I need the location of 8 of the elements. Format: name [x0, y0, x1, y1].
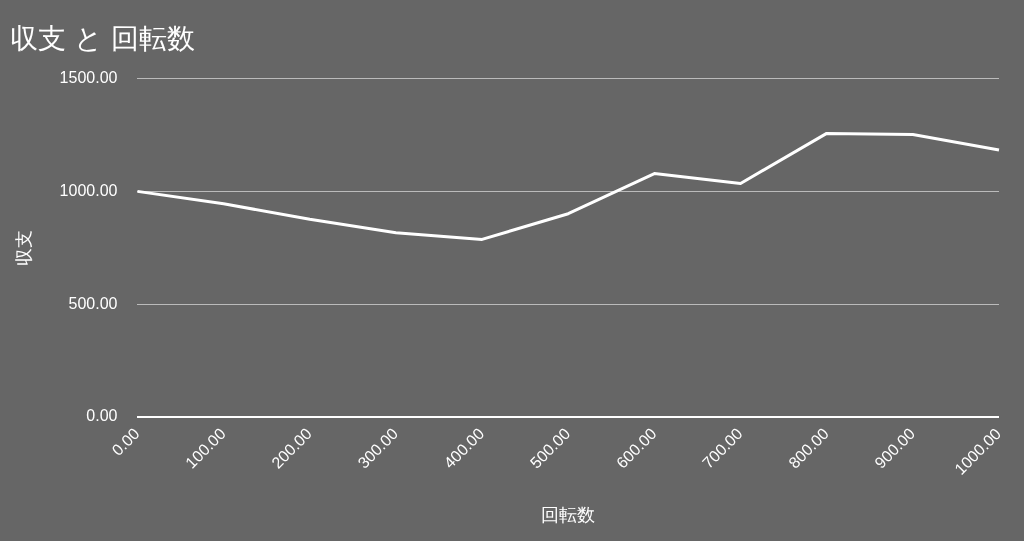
chart-title: 収支 と 回転数: [10, 22, 195, 54]
x-tick-label: 0.00: [108, 424, 143, 459]
y-tick-label: 500.00: [68, 294, 118, 312]
x-axis-title: 回転数: [541, 505, 596, 526]
y-axis-title: 収支: [13, 229, 34, 266]
y-tick-label: 0.00: [86, 407, 118, 425]
y-tick-label: 1500.00: [59, 69, 118, 87]
y-tick-label: 1000.00: [59, 181, 118, 199]
